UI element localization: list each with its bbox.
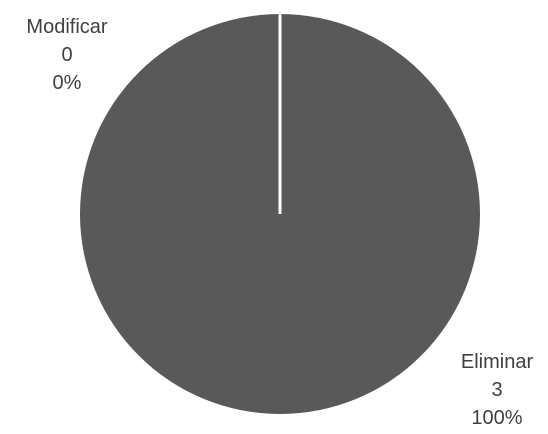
slice-label-modificar-name: Modificar <box>26 16 107 38</box>
slice-label-modificar-percent: 0% <box>53 72 82 94</box>
slice-label-eliminar-value: 3 <box>491 379 502 401</box>
pie-slices <box>80 14 480 414</box>
slice-label-eliminar-name: Eliminar <box>461 351 534 373</box>
slice-label-modificar-value: 0 <box>61 44 72 66</box>
slice-label-eliminar-percent: 100% <box>471 407 522 429</box>
